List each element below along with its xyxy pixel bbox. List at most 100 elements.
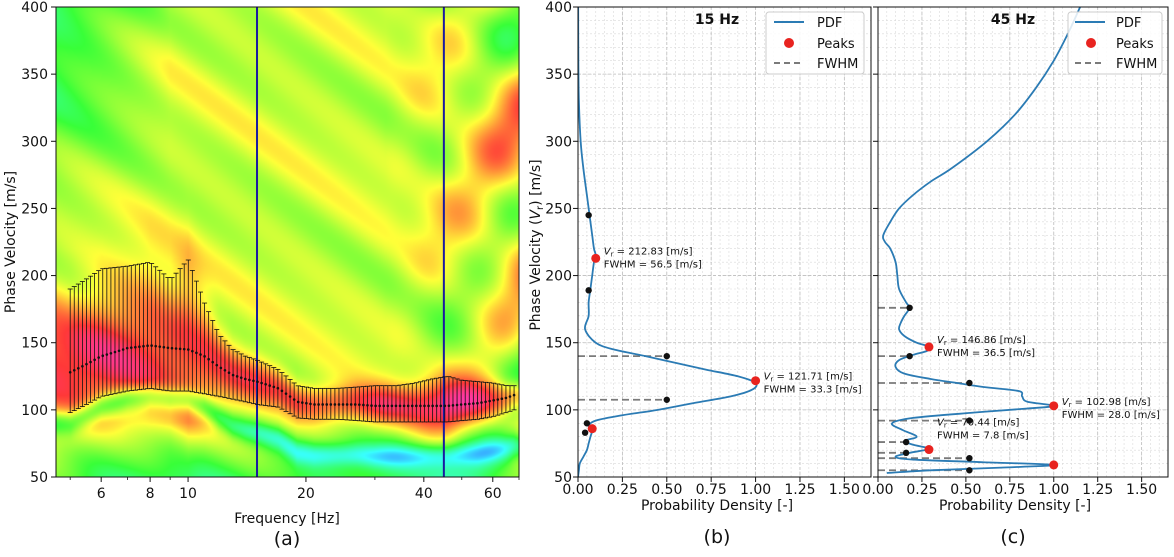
errorbar xyxy=(291,382,297,417)
errorbar-mean-point xyxy=(158,345,162,348)
errorbar-mean-point xyxy=(134,345,137,349)
y-tick-label: 300 xyxy=(21,134,48,150)
panel-c-xlabel: Probability Density [-] xyxy=(939,498,1091,514)
legend-pdf-label: PDF xyxy=(817,16,842,31)
x-tick-label: 20 xyxy=(297,486,315,502)
errorbar-mean-point xyxy=(85,362,88,366)
errorbar xyxy=(104,267,110,396)
errorbar-mean-point xyxy=(227,371,231,375)
errorbar-mean-point xyxy=(89,360,92,364)
errorbar xyxy=(263,363,269,406)
errorbar-mean-point xyxy=(243,377,247,381)
panel-b-label: (b) xyxy=(704,526,731,548)
y-tick-label: 300 xyxy=(545,134,572,150)
x-tick-label: 10 xyxy=(179,486,197,502)
peak-fwhm-label: FWHM = 36.5 [m/s] xyxy=(937,348,1035,359)
errorbar xyxy=(393,385,399,423)
errorbar xyxy=(202,302,208,395)
half-max-point xyxy=(906,352,913,360)
panel-a-frame xyxy=(55,6,520,478)
errorbar xyxy=(307,387,313,420)
errorbar-mean-point xyxy=(386,404,390,408)
panel-b-legend-box xyxy=(765,11,865,75)
errorbar xyxy=(499,384,505,415)
half-max-point xyxy=(966,417,973,424)
errorbar-mean-point xyxy=(492,398,496,402)
y-tick-label: 150 xyxy=(545,336,572,352)
errorbar-mean-point xyxy=(235,375,239,378)
errorbar-mean-point xyxy=(439,404,443,408)
panel-c-ticks: 0.00 0.25 0.50 0.75 1.00 1.25 1.50 xyxy=(862,6,1157,498)
errorbar-mean-point xyxy=(484,400,487,404)
errorbar-mean-point xyxy=(138,345,141,349)
x-tick-label: 40 xyxy=(415,486,433,502)
errorbar-mean-point xyxy=(268,384,272,387)
errorbar xyxy=(83,278,89,405)
x-tick-label: 1.00 xyxy=(740,482,771,498)
half-max-point xyxy=(966,467,973,474)
peak-marker xyxy=(751,376,761,386)
errorbar-mean-point xyxy=(313,403,316,406)
errorbar-mean-point xyxy=(337,403,341,406)
errorbar-mean-point xyxy=(427,404,430,408)
errorbar-mean-point xyxy=(272,385,276,389)
errorbar-mean-point xyxy=(195,351,198,355)
errorbar xyxy=(226,344,232,399)
errorbar-mean-point xyxy=(366,403,369,407)
panel-a-xlabel: Frequency [Hz] xyxy=(234,511,340,527)
x-tick-label: 1.50 xyxy=(829,482,860,498)
panel-b: 0.00 0.25 0.50 0.75 1.00 1.25 1.50 50 100 150 200 2… xyxy=(528,0,872,548)
errorbar xyxy=(495,383,501,416)
errorbar-mean-point xyxy=(455,403,459,407)
half-max-point xyxy=(663,396,670,403)
errorbar-mean-point xyxy=(333,403,337,406)
y-tick-label: 400 xyxy=(545,0,572,16)
x-tick-label: 60 xyxy=(484,486,502,502)
panel-c: 0.00 0.25 0.50 0.75 1.00 1.25 1.50 Vr = 102.98… xyxy=(862,6,1169,548)
errorbar xyxy=(434,377,440,423)
errorbar xyxy=(446,376,452,423)
errorbar-mean-point xyxy=(309,402,312,406)
errorbar-mean-point xyxy=(215,363,219,367)
x-tick-label: 0.00 xyxy=(562,482,593,498)
legend-peaks-marker xyxy=(784,38,794,48)
errorbar-mean-point xyxy=(186,348,190,351)
errorbar xyxy=(79,281,85,407)
peak-velocity-label: Vr = 146.86 [m/s] xyxy=(937,335,1026,347)
x-tick-label: 0.00 xyxy=(862,482,893,498)
errorbar-mean-point xyxy=(317,403,320,406)
errorbar xyxy=(218,336,224,398)
errorbar-mean-point xyxy=(508,395,512,398)
errorbar-mean-point xyxy=(296,400,300,404)
errorbar-mean-point xyxy=(459,403,463,406)
errorbar-mean-point xyxy=(378,404,381,408)
panel-b-legend: PDF Peaks FWHM xyxy=(765,11,865,75)
errorbar-mean-point xyxy=(203,355,206,358)
errorbar-mean-point xyxy=(146,344,149,348)
errorbar-mean-point xyxy=(280,389,284,393)
errorbar xyxy=(242,355,248,403)
errorbar-mean-point xyxy=(260,381,263,385)
errorbar xyxy=(206,311,212,395)
peak-marker xyxy=(1049,460,1059,470)
errorbar xyxy=(92,273,98,401)
errorbar-mean-point xyxy=(288,395,292,398)
half-max-point xyxy=(902,438,910,446)
errorbar-mean-point xyxy=(305,401,308,405)
half-max-point xyxy=(966,379,973,387)
errorbar-mean-point xyxy=(382,404,386,408)
errorbar-mean-point xyxy=(423,404,426,408)
panel-c-label: (c) xyxy=(1000,526,1025,548)
errorbar xyxy=(487,382,493,418)
errorbar-mean-point xyxy=(231,373,235,377)
errorbar xyxy=(259,361,265,406)
errorbar xyxy=(478,381,484,420)
panel-c-legend: PDF Peaks FWHM xyxy=(1067,11,1163,75)
half-max-point xyxy=(906,304,913,311)
errorbar-mean-point xyxy=(467,402,471,406)
errorbar xyxy=(214,329,220,397)
y-tick-label: 50 xyxy=(30,470,48,486)
errorbar xyxy=(185,259,191,392)
errorbar-mean-point xyxy=(68,370,72,374)
